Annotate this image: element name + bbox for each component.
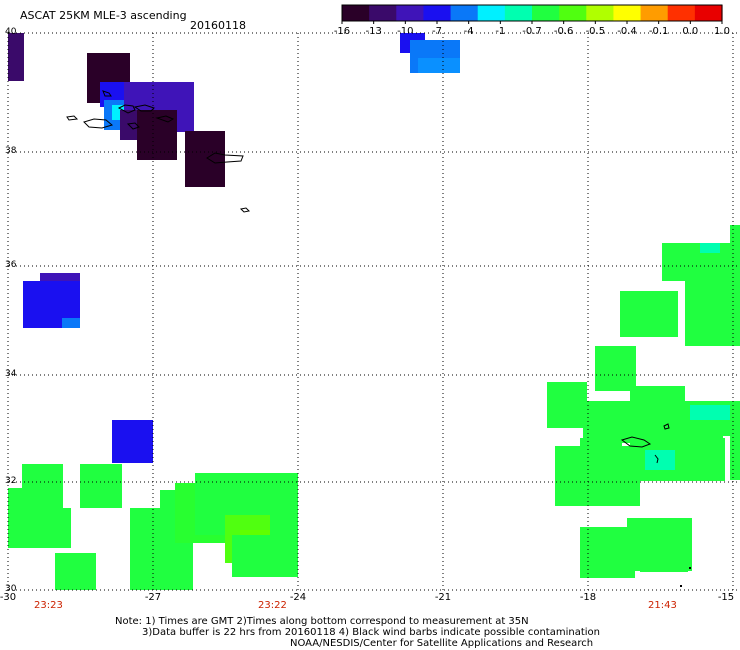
longitude-labels: -30 -27 -24 -21 -18 -15 (0, 592, 734, 603)
colorbar: -16 -13 -10 -7 -4 -1 -0.7 -0.6 -0.5 -0.4 -0.1 0.0 1.… (334, 4, 730, 37)
colorbar-label: -0.5 (586, 26, 606, 37)
longitude-label: -30 (0, 592, 16, 603)
pass-time-1: 23:23 (34, 600, 63, 611)
latitude-label: 40 (5, 27, 17, 37)
note-line-2: 3)Data buffer is 22 hrs from 20160118 4)… (142, 627, 600, 638)
pass-time-2: 23:22 (258, 600, 287, 611)
colorbar-label: 0.0 (682, 26, 698, 37)
colorbar-label: 1.0 (714, 26, 730, 37)
colorbar-label: -0.6 (554, 26, 574, 37)
longitude-label: -21 (435, 592, 451, 603)
colorbar-swatch (450, 5, 479, 21)
longitude-label: -18 (580, 592, 596, 603)
colorbar-label: -0.1 (649, 26, 669, 37)
colorbar-label: -0.7 (522, 26, 542, 37)
colorbar-swatch (423, 5, 452, 21)
colorbar-label: -10 (397, 26, 413, 37)
colorbar-label: -1 (495, 26, 505, 37)
latitude-label: 32 (5, 476, 16, 486)
colorbar-swatch (640, 5, 669, 21)
note-line-1: Note: 1) Times are GMT 2)Times along bot… (115, 616, 529, 627)
colorbar-swatch (667, 5, 696, 21)
longitude-label: -24 (290, 592, 306, 603)
colorbar-label: -16 (334, 26, 350, 37)
map-title: ASCAT 25KM MLE-3 ascending (20, 9, 187, 22)
colorbar-label: -13 (365, 26, 381, 37)
colorbar-swatch (613, 5, 642, 21)
contamination-marks (680, 567, 691, 587)
colorbar-swatch (694, 5, 723, 21)
colorbar-swatch (559, 5, 587, 21)
longitude-label: -15 (718, 592, 734, 603)
pass-time-3: 21:43 (648, 600, 677, 611)
wind-data-patches (8, 33, 740, 590)
colorbar-swatch (342, 5, 370, 21)
latitude-labels: 40 38 36 34 32 30 (5, 27, 17, 594)
colorbar-swatch (586, 5, 615, 21)
map-date: 20160118 (190, 19, 246, 32)
latitude-label: 34 (5, 369, 17, 379)
graticule (7, 32, 740, 591)
colorbar-label: -7 (432, 26, 442, 37)
colorbar-label: -0.4 (617, 26, 637, 37)
latitude-label: 38 (5, 146, 17, 156)
colorbar-swatch (504, 5, 533, 21)
latitude-label: 30 (5, 584, 17, 594)
note-line-3: NOAA/NESDIS/Center for Satellite Applica… (290, 638, 594, 649)
colorbar-label: -4 (464, 26, 474, 37)
colorbar-swatch (369, 5, 397, 21)
colorbar-swatch (477, 5, 506, 21)
colorbar-swatch (532, 5, 560, 21)
colorbar-swatch (396, 5, 425, 21)
longitude-label: -27 (145, 592, 161, 603)
latitude-label: 36 (5, 260, 17, 270)
